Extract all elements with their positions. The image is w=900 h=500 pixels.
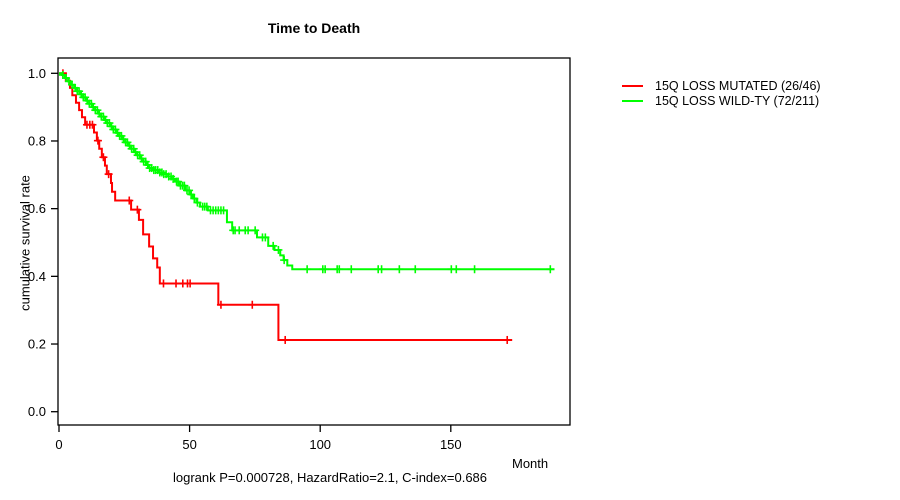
legend-item-mutated: 15Q LOSS MUTATED (26/46) (622, 78, 821, 93)
km-curve (59, 72, 513, 341)
legend-label: 15Q LOSS WILD-TY (72/211) (655, 93, 820, 108)
y-tick-label: 0.6 (28, 201, 46, 216)
legend-line-swatch-red (622, 84, 643, 87)
y-tick-label: 0.4 (28, 269, 46, 284)
y-tick-label: 0.2 (28, 337, 46, 352)
chart-title: Time to Death (267, 20, 361, 36)
x-tick-label: 0 (55, 437, 62, 452)
x-tick-label: 50 (182, 437, 196, 452)
legend-line-swatch-green (622, 99, 643, 102)
km-curve (59, 72, 555, 271)
x-tick-label: 150 (440, 437, 462, 452)
y-tick-label: 0.0 (28, 404, 46, 419)
x-axis-title: Month (512, 456, 549, 471)
legend-item-wildtype: 15Q LOSS WILD-TY (72/211) (622, 93, 821, 108)
statistics-annotation: logrank P=0.000728, HazardRatio=2.1, C-i… (172, 470, 488, 485)
y-tick-label: 1.0 (28, 66, 46, 81)
x-tick-label: 100 (309, 437, 331, 452)
legend: 15Q LOSS MUTATED (26/46) 15Q LOSS WILD-T… (622, 78, 821, 108)
y-tick-label: 0.8 (28, 133, 46, 148)
legend-label: 15Q LOSS MUTATED (26/46) (655, 78, 821, 93)
plot-border (57, 57, 571, 426)
